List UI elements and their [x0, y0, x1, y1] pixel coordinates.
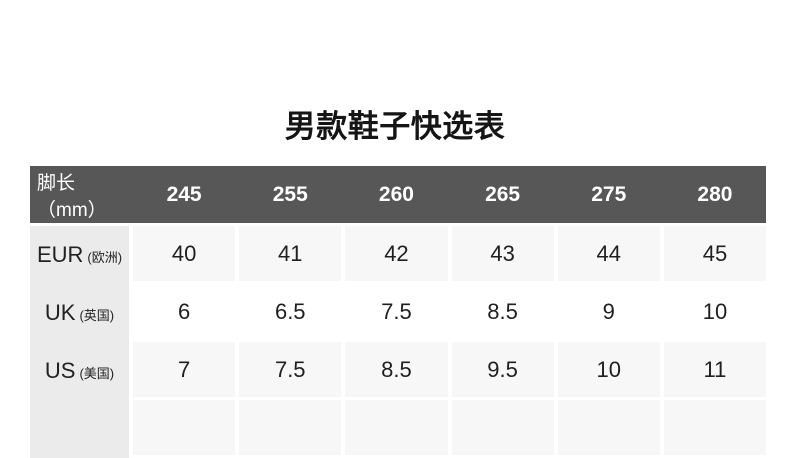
- partial-size-cell: [345, 400, 448, 458]
- partial-size-cell: [133, 400, 236, 458]
- region-name: (英国): [79, 308, 115, 323]
- row-label-uk: UK (英国): [30, 284, 129, 342]
- size-chart-table: 脚长（mm） 245 255 260 265 275 280 EUR (欧洲) …: [30, 166, 767, 458]
- table-row-uk: UK (英国) 6 6.5 7.5 8.5 9 10: [30, 284, 767, 342]
- partial-size-cell: [557, 400, 660, 458]
- uk-size-cell: 6: [133, 284, 236, 342]
- header-col-280: 280: [697, 182, 733, 206]
- partial-size-cell: [663, 400, 767, 458]
- uk-size-cell: 8.5: [451, 284, 554, 342]
- us-size-cell: 10: [557, 342, 660, 400]
- us-size-cell: 11: [663, 342, 767, 400]
- uk-size-cell: 10: [663, 284, 767, 342]
- region-name: (欧洲): [87, 250, 123, 265]
- uk-size-cell: 9: [557, 284, 660, 342]
- header-col-260: 260: [378, 182, 414, 206]
- row-label-eur: EUR (欧洲): [30, 226, 129, 284]
- eur-size-cell: 45: [663, 226, 767, 284]
- us-size-cell: 8.5: [345, 342, 448, 400]
- us-size-cell: 7.5: [239, 342, 342, 400]
- header-col-255: 255: [272, 182, 308, 206]
- table-row-eur: EUR (欧洲) 40 41 42 43 44 45: [30, 226, 767, 284]
- header-col-265: 265: [485, 182, 521, 206]
- row-label-partial: [30, 400, 129, 458]
- uk-size-cell: 6.5: [239, 284, 342, 342]
- header-col-275: 275: [591, 182, 627, 206]
- eur-size-cell: 41: [239, 226, 342, 284]
- eur-size-cell: 44: [557, 226, 660, 284]
- page-title: 男款鞋子快选表: [284, 109, 506, 144]
- eur-size-cell: 42: [345, 226, 448, 284]
- standard-name: US: [44, 358, 76, 383]
- table-row-us: US (美国) 7 7.5 8.5 9.5 10 11: [30, 342, 767, 400]
- table-header-row: 脚长（mm） 245 255 260 265 275 280: [30, 166, 766, 223]
- row-label-us: US (美国): [30, 342, 129, 400]
- table-row-next-partial: [30, 400, 767, 458]
- header-foot-length-label: 脚长（mm）: [37, 172, 107, 221]
- eur-size-cell: 40: [133, 226, 236, 284]
- partial-size-cell: [451, 400, 554, 458]
- partial-size-cell: [239, 400, 342, 458]
- standard-name: EUR: [36, 242, 84, 267]
- standard-name: UK: [44, 300, 76, 325]
- header-col-245: 245: [166, 182, 202, 206]
- region-name: (美国): [79, 366, 115, 381]
- us-size-cell: 9.5: [451, 342, 554, 400]
- us-size-cell: 7: [133, 342, 236, 400]
- eur-size-cell: 43: [451, 226, 554, 284]
- uk-size-cell: 7.5: [345, 284, 448, 342]
